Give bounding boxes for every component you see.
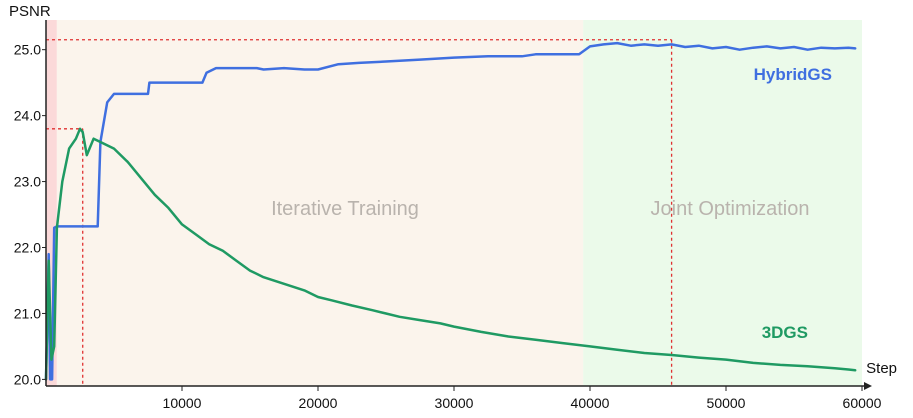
y-tick-label: 21.0 (14, 305, 41, 321)
x-tick-label: 30000 (435, 395, 474, 411)
region-label-joint-optimization: Joint Optimization (651, 198, 810, 220)
x-tick-label: 50000 (707, 395, 746, 411)
series-line-3dgs (44, 127, 857, 381)
region-0 (46, 20, 57, 386)
x-tick-label: 20000 (299, 395, 338, 411)
series-label-hybridgs: HybridGS (754, 65, 832, 84)
series-line-hybridgs (44, 41, 857, 381)
y-tick-label: 22.0 (14, 240, 41, 256)
region-labels: Iterative Training Joint Optimization (271, 198, 809, 220)
tick-labels: 10000 20000 30000 40000 50000 60000 20.0 21.0 22… (14, 42, 882, 411)
reference-lines (46, 39, 673, 386)
region-1 (56, 20, 584, 386)
axes (45, 20, 872, 390)
x-tick-label: 40000 (571, 395, 610, 411)
ticks (42, 49, 863, 391)
y-axis-title: PSNR (9, 3, 51, 20)
y-tick-label: 25.0 (14, 42, 41, 58)
region-backgrounds (46, 20, 862, 386)
region-label-iterative-training: Iterative Training (271, 198, 419, 220)
region-2 (583, 20, 862, 386)
y-tick-label: 23.0 (14, 174, 41, 190)
x-tick-label: 10000 (163, 395, 202, 411)
series-label-3dgs: 3DGS (762, 323, 808, 342)
x-axis-arrow (864, 382, 872, 390)
x-axis-title: Step (866, 360, 897, 377)
series-lines (44, 41, 857, 381)
y-tick-label: 20.0 (14, 371, 41, 387)
y-tick-label: 24.0 (14, 108, 41, 124)
x-tick-label: 60000 (843, 395, 882, 411)
